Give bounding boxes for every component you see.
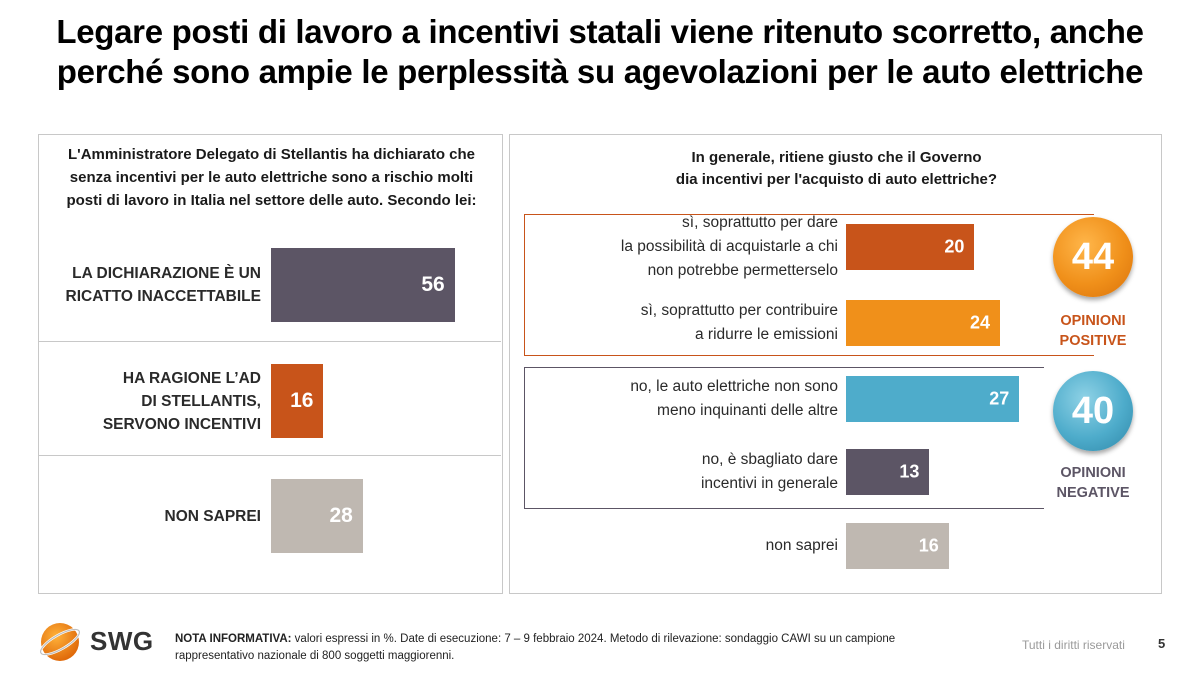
right-bar-value: 13 <box>899 461 920 482</box>
right-bar-value: 27 <box>989 388 1010 409</box>
left-bar-label: LA DICHIARAZIONE È UN RICATTO INACCETTABI… <box>21 262 261 308</box>
left-bar-label-line: SERVONO INCENTIVI <box>102 415 261 433</box>
right-bar-value: 20 <box>944 236 965 257</box>
left-bar-value: 56 <box>421 273 445 296</box>
right-question: In generale, ritiene giusto che il Gover… <box>510 147 1163 191</box>
left-bar-label-line: HA RAGIONE L’AD <box>122 369 261 387</box>
left-question-line: L'Amministratore Delegato di Stellantis … <box>68 146 475 163</box>
left-bar: 16 <box>271 364 324 438</box>
right-bar-label-line: a ridurre le emissioni <box>695 326 838 343</box>
right-bar-label-line: sì, soprattutto per contribuire <box>640 302 838 319</box>
right-bar: 20 <box>846 224 975 270</box>
negative-bracket <box>524 367 1044 509</box>
positive-group-label: OPINIONI POSITIVE <box>1038 311 1148 351</box>
right-bar-label-line: no, è sbagliato dare <box>701 451 838 468</box>
title-line-2: perché sono ampie le perplessità su agev… <box>56 53 1144 90</box>
right-bar-label-line: meno inquinanti delle altre <box>657 402 838 419</box>
left-divider-1 <box>39 341 501 342</box>
left-bar-value: 16 <box>290 389 314 412</box>
right-bar-label-line: la possibilità di acquistarle a chi <box>620 238 838 255</box>
title-line-1: Legare posti di lavoro a incentivi stata… <box>56 13 1144 50</box>
swg-logo-icon <box>39 623 81 661</box>
footer-note-label: NOTA INFORMATIVA: <box>175 633 292 645</box>
right-bar-label-line: no, le auto elettriche non sono <box>630 378 838 395</box>
right-bar-value: 16 <box>918 535 939 556</box>
left-bar-label-line: LA DICHIARAZIONE È UN <box>72 265 261 282</box>
footer-note-text: valori espressi in %. Date di esecuzione… <box>175 633 896 662</box>
right-chart-panel: In generale, ritiene giusto che il Gover… <box>509 134 1162 594</box>
right-bar-label-line: incentivi in generale <box>700 475 838 492</box>
negative-total-value: 40 <box>1071 390 1115 432</box>
left-question-line: senza incentivi per le auto elettriche s… <box>69 169 474 186</box>
left-bar: 28 <box>271 479 363 553</box>
positive-label-line: OPINIONI <box>1060 313 1126 329</box>
right-bar: 13 <box>846 449 930 495</box>
right-bar-label: no, è sbagliato dare incentivi in general… <box>508 448 838 496</box>
right-bar: 24 <box>846 300 1001 346</box>
swg-logo-text: SWG <box>90 626 154 656</box>
positive-total-circle: 44 <box>1053 217 1133 297</box>
left-bar-label: HA RAGIONE L’AD DI STELLANTIS, SERVONO INC… <box>21 367 261 436</box>
positive-total-value: 44 <box>1071 236 1115 278</box>
page-number: 5 <box>1158 636 1166 651</box>
left-bar-label: NON SAPREI <box>21 505 261 528</box>
right-bar-label: sì, soprattutto per contribuire a ridurre… <box>508 299 838 347</box>
negative-label-line: OPINIONI <box>1060 465 1126 481</box>
right-bar: 16 <box>846 523 949 569</box>
left-bar-label-line: RICATTO INACCETTABILE <box>65 288 261 305</box>
right-bar-label-line: sì, soprattutto per dare <box>682 214 838 231</box>
right-bar-label: non saprei <box>508 534 838 558</box>
footer-note: NOTA INFORMATIVA: valori espressi in %. … <box>175 631 965 665</box>
right-bar-label-line: non potrebbe permetterselo <box>647 262 838 279</box>
negative-total-circle: 40 <box>1053 371 1133 451</box>
right-question-line: In generale, ritiene giusto che il Gover… <box>691 149 982 166</box>
positive-bracket <box>524 214 1094 356</box>
page-title: Legare posti di lavoro a incentivi stata… <box>0 12 1200 92</box>
left-divider-2 <box>39 455 501 456</box>
left-bar-value: 28 <box>329 504 353 527</box>
positive-label-line: POSITIVE <box>1059 333 1127 349</box>
right-bar-label: sì, soprattutto per dare la possibilità d… <box>508 211 838 283</box>
right-bar-label-line: non saprei <box>765 537 838 554</box>
left-question: L'Amministratore Delegato di Stellantis … <box>39 143 504 212</box>
left-chart-panel: L'Amministratore Delegato di Stellantis … <box>38 134 503 594</box>
negative-group-label: OPINIONI NEGATIVE <box>1038 463 1148 503</box>
left-question-line: posti di lavoro in Italia nel settore de… <box>66 192 477 209</box>
right-bar-value: 24 <box>970 312 991 333</box>
rights-text: Tutti i diritti riservati <box>1022 638 1125 652</box>
left-bar-label-line: NON SAPREI <box>164 507 261 525</box>
left-bar-label-line: DI STELLANTIS, <box>141 392 261 410</box>
right-question-line: dia incentivi per l'acquisto di auto ele… <box>675 171 998 188</box>
negative-label-line: NEGATIVE <box>1056 485 1130 501</box>
right-bar: 27 <box>846 376 1020 422</box>
right-bar-label: no, le auto elettriche non sono meno inqu… <box>508 375 838 423</box>
left-bar: 56 <box>271 248 455 322</box>
